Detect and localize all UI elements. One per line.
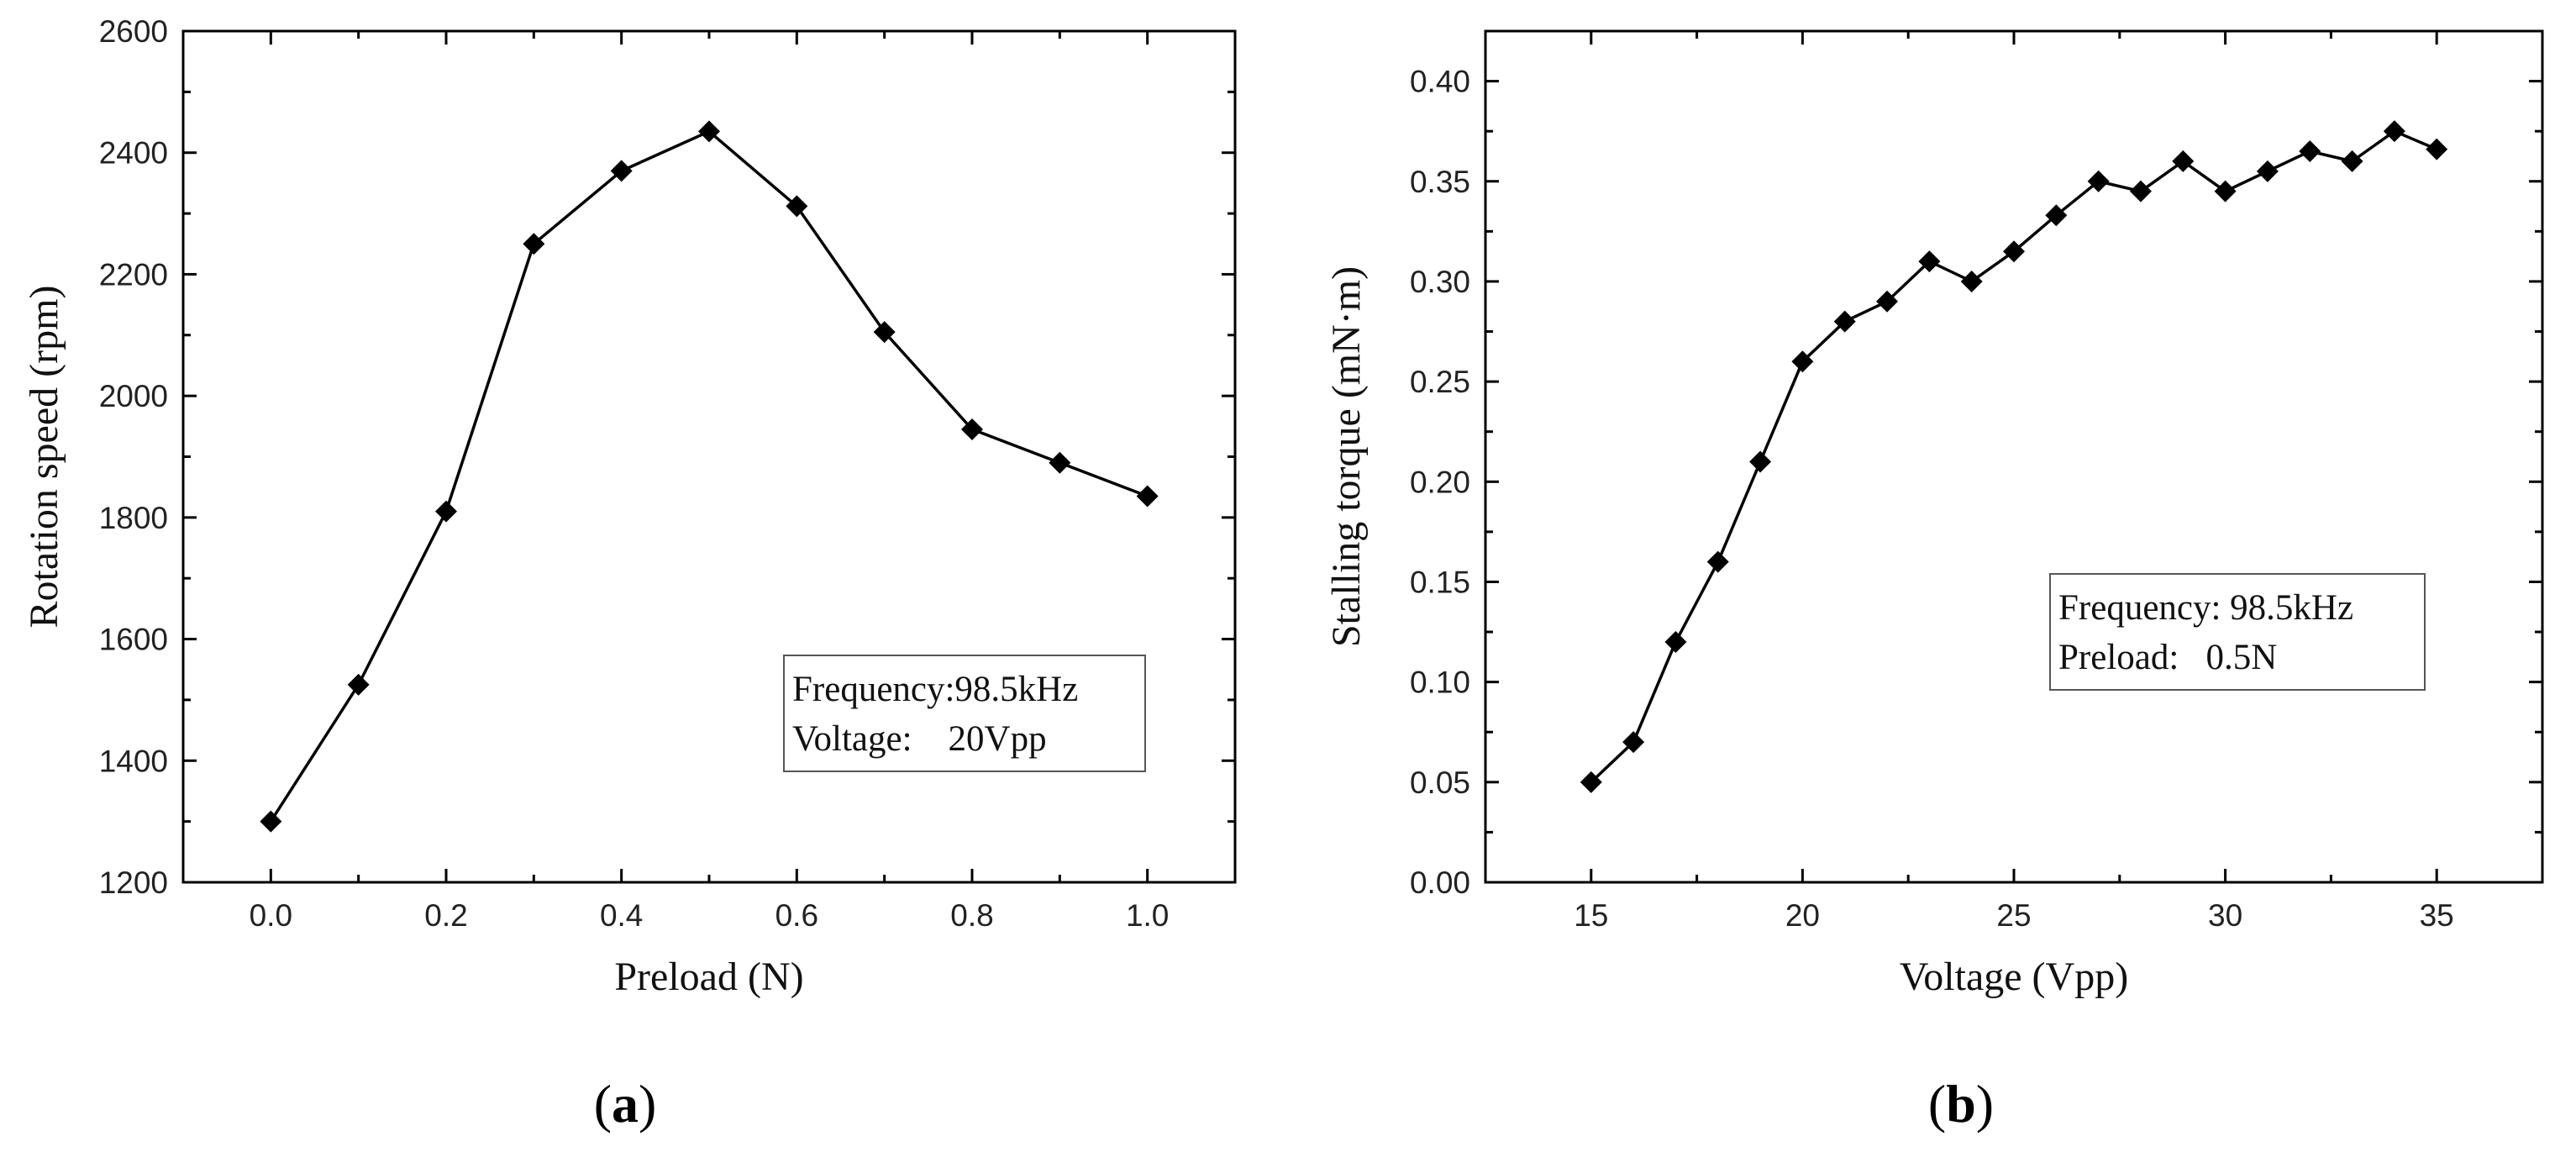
chart-a-x-tick-label: 0.2: [424, 898, 467, 933]
chart-b-data-point: [1918, 250, 1941, 273]
chart-b-data-point: [2172, 150, 2195, 172]
chart-a-y-tick-label: 2000: [99, 379, 168, 413]
chart-a-data-point: [1136, 485, 1159, 508]
chart-b-y-tick-label: 0.10: [1410, 665, 1470, 700]
chart-b-x-tick-label: 30: [2208, 898, 2242, 933]
chart-a-y-tick-label: 1400: [99, 744, 168, 778]
chart-a: 0.0 0.2 0.4 0.6 0.8 1.0 1200 1400 1600 1800 2000 2…: [22, 14, 1237, 1134]
chart-b-x-tick-label: 20: [1785, 898, 1820, 933]
chart-b-y-tick-label: 0.25: [1410, 365, 1470, 399]
chart-b-data-point: [2341, 150, 2363, 172]
chart-b-data-point: [2045, 204, 2068, 227]
chart-b-data-point: [2426, 138, 2448, 160]
chart-a-plot-frame: [181, 29, 1237, 884]
chart-a-y-tick-labels: 1200 1400 1600 1800 2000 2200 2400 2600: [99, 14, 168, 900]
chart-b-data-point: [2383, 120, 2405, 143]
chart-b-y-tick-label: 0.35: [1410, 165, 1470, 199]
chart-a-x-tick-label: 0.6: [775, 898, 818, 933]
chart-a-x-tick-label: 0.4: [600, 898, 643, 933]
chart-a-annotation-voltage: Voltage: 20Vpp: [792, 719, 1047, 759]
chart-a-annotation-box: [783, 655, 1146, 772]
chart-b-annotation-frequency: Frequency: 98.5kHz: [2058, 588, 2353, 628]
chart-b-annotation-box: [2049, 573, 2426, 691]
chart-b-y-tick-label: 0.20: [1410, 465, 1470, 499]
chart-b-data-point: [2299, 140, 2321, 163]
chart-b-y-tick-label: 0.00: [1410, 865, 1470, 900]
chart-b-data-point: [1622, 731, 1645, 754]
chart-b-y-tick-label: 0.05: [1410, 765, 1470, 800]
chart-b-x-tick-label: 15: [1574, 898, 1608, 933]
chart-b-x-axis-title: Voltage (Vpp): [1900, 955, 2128, 999]
chart-b-data-point: [1664, 630, 1687, 653]
chart-b-data-point: [2256, 160, 2279, 182]
chart-a-x-tick-labels: 0.0 0.2 0.4 0.6 0.8 1.0: [250, 898, 1170, 933]
chart-a-panel-label: (a): [594, 1074, 657, 1134]
chart-b-data-point: [1791, 350, 1814, 373]
chart-b-annotation: Frequency: 98.5kHz Preload: 0.5N: [2049, 573, 2426, 691]
chart-a-data-point: [523, 233, 545, 255]
chart-b-plot-frame: [1484, 29, 2544, 884]
chart-a-x-tick-label: 1.0: [1126, 898, 1169, 933]
chart-b-data-point: [1960, 270, 1983, 292]
chart-a-y-axis-title: Rotation speed (rpm): [22, 286, 66, 629]
chart-b-y-tick-label: 0.40: [1410, 65, 1470, 99]
chart-a-data-point: [435, 500, 457, 523]
chart-b-panel-letter: b: [1946, 1074, 1976, 1134]
chart-a-series: [260, 120, 1159, 833]
chart-b-x-tick-label: 35: [2420, 898, 2454, 933]
chart-b-panel-label: (b): [1928, 1074, 1994, 1134]
chart-b-data-point: [2214, 180, 2237, 203]
chart-a-data-point: [698, 120, 720, 143]
chart-b-annotation-preload: Preload: 0.5N: [2058, 638, 2277, 677]
chart-a-data-point: [961, 418, 983, 440]
chart-b-data-point: [1833, 310, 1856, 333]
chart-b-data-point: [1749, 450, 1772, 473]
chart-a-data-point: [260, 810, 282, 833]
chart-b-x-tick-label: 25: [1996, 898, 2031, 933]
chart-b-y-tick-label: 0.15: [1410, 565, 1470, 599]
chart-a-annotation: Frequency:98.5kHz Voltage: 20Vpp: [783, 655, 1146, 772]
chart-b-data-point: [1706, 550, 1729, 573]
chart-b: 15 20 25 30 35 0.000.050.100.150.200.250.300…: [1324, 29, 2544, 1134]
chart-b-ticks: [1484, 29, 2544, 884]
chart-a-x-axis-title: Preload (N): [614, 955, 803, 999]
chart-a-x-tick-label: 0.8: [950, 898, 993, 933]
chart-a-y-tick-label: 2600: [99, 14, 168, 49]
chart-a-annotation-frequency: Frequency:98.5kHz: [792, 670, 1078, 709]
chart-b-data-point: [2129, 180, 2152, 203]
chart-a-y-tick-label: 1800: [99, 501, 168, 535]
chart-a-y-tick-label: 1600: [99, 623, 168, 657]
chart-b-data-point: [2087, 170, 2110, 192]
chart-b-data-point: [2003, 240, 2025, 263]
chart-b-y-tick-labels: 0.00 0.05 0.10 0.15 0.20 0.25 0.30 0.35 0.40: [1410, 65, 1470, 900]
chart-b-y-axis-title: Stalling torque (mN·m): [1324, 266, 1369, 647]
chart-b-data-point: [1580, 771, 1602, 793]
chart-a-panel-letter: a: [612, 1074, 639, 1134]
chart-a-y-tick-label: 2200: [99, 257, 168, 292]
chart-b-y-tick-label: 0.30: [1410, 265, 1470, 299]
chart-a-data-point: [1049, 451, 1071, 474]
chart-b-x-tick-labels: 15 20 25 30 35: [1574, 898, 2454, 933]
chart-b-data-point: [1876, 290, 1899, 313]
chart-a-data-point: [610, 160, 633, 182]
chart-a-data-point: [347, 673, 370, 696]
chart-a-data-point: [786, 195, 808, 218]
chart-a-x-tick-label: 0.0: [250, 898, 292, 933]
chart-a-y-tick-label: 2400: [99, 136, 168, 171]
chart-a-y-tick-label: 1200: [99, 865, 168, 900]
chart-b-series: [1580, 120, 2448, 793]
chart-a-data-point: [873, 321, 896, 344]
